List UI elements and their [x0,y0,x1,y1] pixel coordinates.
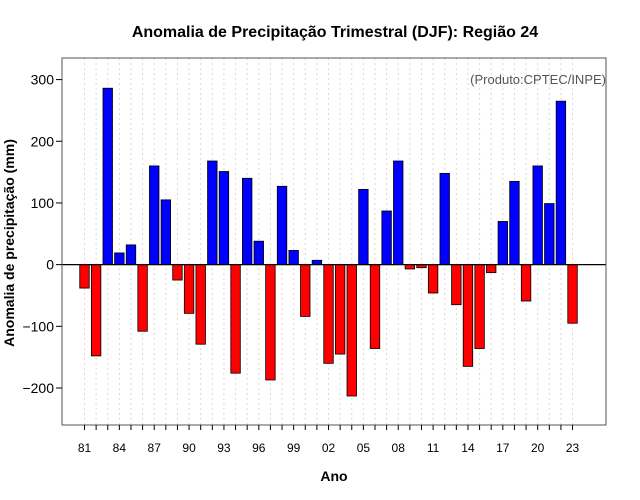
x-tick-label: 17 [496,441,510,455]
source-annotation: (Produto:CPTEC/INPE) [470,72,606,87]
x-tick-label: 84 [113,441,127,455]
bar-2011 [427,264,439,294]
x-tick-label: 11 [427,441,440,455]
bar-2017 [497,221,508,266]
bar-1983 [102,87,113,266]
x-tick-label: 81 [78,441,92,455]
bar-1991 [195,264,206,345]
bar-2018 [509,180,520,266]
x-tick-label: 93 [217,441,231,455]
bar-2015 [474,264,485,349]
bar-2023 [567,264,578,324]
bar-2022 [555,100,567,266]
y-tick-label: −200 [22,380,54,396]
y-tick-label: 100 [31,195,55,211]
bar-2021 [544,203,555,266]
x-axis: 81 84 87 90 93 96 99 02 05 08 11 14 17 20 23 [78,425,580,455]
bar-2012 [439,172,450,266]
x-tick-label: 08 [392,441,406,455]
bar-1998 [276,185,288,266]
chart-title: Anomalia de Precipitação Trimestral (DJF… [132,24,538,41]
bar-1990 [183,264,195,314]
bar-1981 [79,264,90,289]
bar-1985 [125,244,137,266]
bar-2005 [358,188,369,266]
bar-2016 [486,264,497,274]
bar-1997 [265,264,276,381]
bar-1987 [149,165,160,266]
bar-1988 [160,199,171,266]
bar-1984 [114,252,125,266]
bar-1999 [288,250,299,266]
bar-1986 [137,264,148,332]
x-tick-label: 99 [287,441,301,455]
bar-1993 [218,171,230,266]
bar-1994 [230,264,241,374]
y-axis-label: Anomalia de precipitação (mm) [1,139,17,347]
bar-2006 [369,264,381,349]
bar-1989 [172,264,183,281]
bar-1995 [242,177,253,266]
bar-2013 [451,264,462,306]
x-tick-label: 87 [148,441,162,455]
bar-2019 [520,264,532,302]
x-tick-label: 02 [322,441,336,455]
bar-2014 [462,264,474,367]
x-axis-label: Ano [320,468,347,484]
x-tick-label: 20 [531,441,545,455]
bar-2000 [300,264,311,317]
bar-2003 [334,264,346,355]
y-tick-label: 300 [31,72,55,88]
bar-1982 [90,264,102,357]
x-tick-label: 05 [357,441,371,455]
x-tick-label: 23 [566,441,580,455]
bar-1992 [207,160,218,266]
bar-2004 [346,264,357,397]
bar-2008 [393,160,404,266]
y-tick-label: −100 [22,318,54,334]
plot-frame [61,57,607,426]
y-tick-label: 0 [46,257,54,273]
y-tick-label: 200 [31,133,55,149]
bar-2007 [381,210,392,266]
y-axis: −200 −100 0 100 200 300 [22,72,62,396]
x-tick-label: 14 [461,441,475,455]
x-tick-label: 96 [252,441,266,455]
x-tick-label: 90 [182,441,196,455]
bar-2002 [323,264,334,364]
bar-2001 [311,259,323,266]
bar-2009 [404,264,416,270]
bar-1996 [253,240,264,266]
bars-layer [79,87,578,397]
bar-2020 [532,165,543,266]
